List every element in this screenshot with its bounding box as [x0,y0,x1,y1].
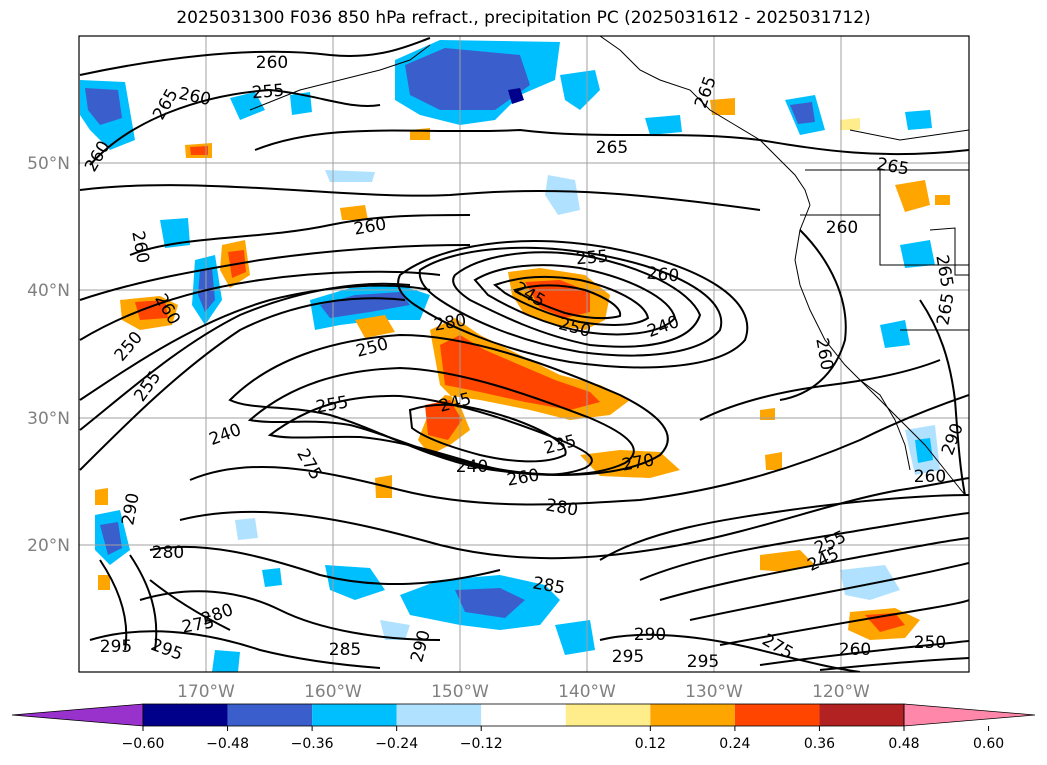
contour-label: 260 [256,53,288,73]
colorbar-tick-label: −0.60 [122,736,165,752]
colorbar-ticks: −0.60 −0.48 −0.36 −0.24 −0.12 0.12 0.24 0.36 0.4… [122,726,1004,752]
colorbar-tick-label: −0.12 [460,736,503,752]
colorbar-tick-label: −0.24 [375,736,418,752]
lat-label-50: 50°N [27,154,70,174]
colorbar-box [143,704,228,726]
contour-label: 295 [687,652,719,672]
lat-label-30: 30°N [27,409,70,429]
lat-label-20: 20°N [27,536,70,556]
colorbar-box [227,704,313,726]
contour-label: 260 [826,218,858,238]
contour-label: 260 [914,467,946,487]
contour-label: 280 [152,543,184,563]
contour-label: 250 [914,633,946,653]
lon-label-120w: 120°W [812,682,870,702]
colorbar-tick-label: 0.60 [973,736,1004,752]
contour-label: 255 [251,81,285,104]
lat-axis: 50°N 40°N 30°N 20°N [27,154,70,556]
colorbar-box [565,704,651,726]
colorbar-segments [11,703,1036,727]
lon-label-140w: 140°W [558,682,616,702]
colorbar-tick-label: −0.36 [291,736,334,752]
colorbar-tick-label: 0.12 [635,736,666,752]
colorbar-box [650,704,735,726]
contour-label: 255 [575,247,609,270]
contour-label: 295 [612,647,644,667]
colorbar-tick-label: 0.36 [804,736,835,752]
map-frame [78,35,970,673]
colorbar-box [734,704,820,726]
lon-label-170w: 170°W [177,682,235,702]
graticule [79,36,969,672]
colorbar-tick-label: 0.24 [719,736,750,752]
contour-label: 290 [634,625,666,645]
colorbar-tick-label: −0.48 [206,736,249,752]
colorbar-outline [142,703,905,727]
lon-axis: 170°W 160°W 150°W 140°W 130°W 120°W [177,682,870,702]
colorbar-box [481,704,566,726]
colorbar-extend-high [903,703,1036,727]
contour-label: 295 [100,637,132,657]
colorbar-tick-label: 0.48 [888,736,919,752]
colorbar-extend-low [11,703,144,727]
map-title: 2025031300 F036 850 hPa refract., precip… [176,8,871,28]
lon-label-160w: 160°W [304,682,362,702]
lon-label-150w: 150°W [431,682,489,702]
colorbar-box [312,704,397,726]
contour-label: 285 [329,640,361,660]
colorbar: −0.60 −0.48 −0.36 −0.24 −0.12 0.12 0.24 0.36 0.4… [11,703,1036,752]
contour-label: 265 [596,138,628,158]
contour-label: 240 [456,457,488,477]
colorbar-box [396,704,482,726]
refractivity-contours [79,37,969,672]
lon-label-130w: 130°W [685,682,743,702]
contour-label: 260 [646,264,680,287]
contour-label: 260 [839,640,871,660]
lat-label-40: 40°N [27,281,70,301]
colorbar-box [819,704,904,726]
